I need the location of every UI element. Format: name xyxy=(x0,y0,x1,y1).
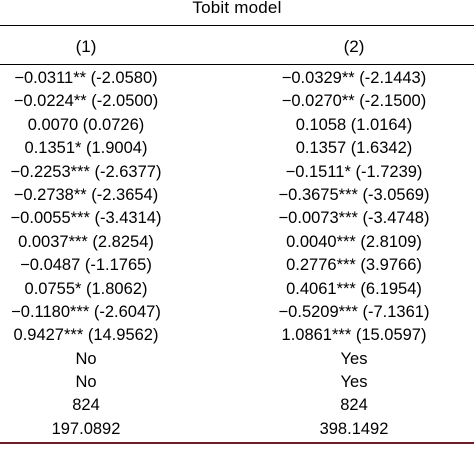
table-body: −0.0311** (-2.0580) −0.0329** (-2.1443) … xyxy=(0,67,474,441)
cell-col1: −0.0311** (-2.0580) xyxy=(14,69,158,87)
cell-col1: −0.2738** (-2.3654) xyxy=(13,185,159,204)
cell-col1: 197.0892 xyxy=(51,419,121,438)
cell-col2: 824 xyxy=(340,396,368,415)
cell-col2: 398.1492 xyxy=(319,419,389,438)
cell-col2: 0.2776*** (3.9766) xyxy=(286,256,422,275)
cell-col1: 0.0070 (0.0726) xyxy=(27,115,145,134)
cell-col1: −0.2253*** (-2.6377) xyxy=(10,162,162,181)
header-rule xyxy=(0,64,474,65)
cell-col2: −0.0329** (-2.1443) xyxy=(281,69,427,87)
table-row: −0.0055*** (-3.4314) −0.0073*** (-3.4748… xyxy=(0,207,474,230)
cell-col1: −0.0487 (-1.1765) xyxy=(20,256,152,275)
cell-col1: −0.0055*** (-3.4314) xyxy=(10,209,162,228)
cell-col2: −0.5209*** (-7.1361) xyxy=(278,302,430,321)
table-row: No Yes xyxy=(0,371,474,394)
cell-col1: 0.9427*** (14.9562) xyxy=(13,326,159,345)
table-row: 0.9427*** (14.9562) 1.0861*** (15.0597) xyxy=(0,324,474,347)
table-row: −0.2253*** (-2.6377) −0.1511* (-1.7239) xyxy=(0,161,474,184)
table-row: 0.0755* (1.8062) 0.4061*** (6.1954) xyxy=(0,278,474,301)
cell-col2: −0.0270** (-2.1500) xyxy=(281,92,427,111)
bottom-rule xyxy=(0,442,474,444)
cell-col2: 1.0861*** (15.0597) xyxy=(281,326,427,345)
table-row: 197.0892 398.1492 xyxy=(0,418,474,441)
cell-col2: −0.3675*** (-3.0569) xyxy=(278,185,430,204)
cell-col1: −0.0224** (-2.0500) xyxy=(13,92,159,111)
column-header-1: (1) xyxy=(75,37,97,56)
table-row: No Yes xyxy=(0,348,474,371)
cell-col2: −0.0073*** (-3.4748) xyxy=(278,209,430,228)
table-row: −0.2738** (-2.3654) −0.3675*** (-3.0569) xyxy=(0,184,474,207)
column-header-2: (2) xyxy=(343,37,365,56)
cell-col1: 0.0037*** (2.8254) xyxy=(18,232,154,251)
table-row: 0.1351* (1.9004) 0.1357 (1.6342) xyxy=(0,137,474,160)
cell-col1: 0.0755* (1.8062) xyxy=(24,279,148,298)
cell-col1: No xyxy=(75,349,97,368)
table-row: −0.1180*** (-2.6047) −0.5209*** (-7.1361… xyxy=(0,301,474,324)
title-rule xyxy=(0,25,474,26)
cell-col2: −0.1511* (-1.7239) xyxy=(285,162,423,181)
cell-col1: 0.1351* (1.9004) xyxy=(24,139,148,158)
table-row: −0.0224** (-2.0500) −0.0270** (-2.1500) xyxy=(0,90,474,113)
table-row: 0.0037*** (2.8254) 0.0040*** (2.8109) xyxy=(0,231,474,254)
cell-col2: Yes xyxy=(340,373,368,392)
table-row: −0.0311** (-2.0580) −0.0329** (-2.1443) xyxy=(0,67,474,90)
table-title: Tobit model xyxy=(192,0,282,17)
cell-col2: Yes xyxy=(340,349,368,368)
cell-col2: 0.1357 (1.6342) xyxy=(295,139,413,158)
cell-col2: 0.0040*** (2.8109) xyxy=(286,232,422,251)
table-row: 0.0070 (0.0726) 0.1058 (1.0164) xyxy=(0,114,474,137)
table-row: 824 824 xyxy=(0,394,474,417)
cell-col2: 0.1058 (1.0164) xyxy=(295,115,413,134)
cell-col1: 824 xyxy=(72,396,100,415)
table-row: −0.0487 (-1.1765) 0.2776*** (3.9766) xyxy=(0,254,474,277)
cell-col2: 0.4061*** (6.1954) xyxy=(286,279,422,298)
cell-col1: −0.1180*** (-2.6047) xyxy=(11,302,161,321)
cell-col1: No xyxy=(75,373,97,392)
